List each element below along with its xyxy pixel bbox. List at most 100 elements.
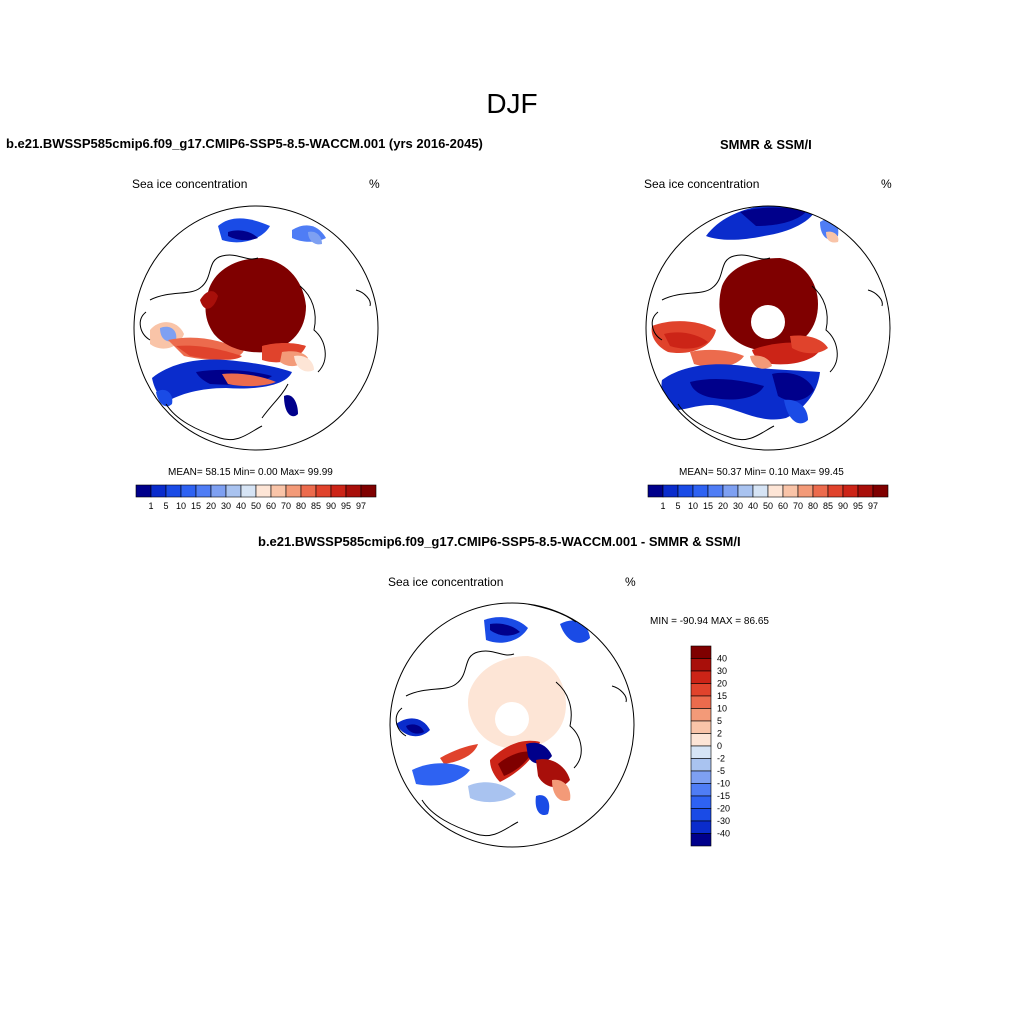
model-colorbar-swatch [210,484,227,498]
diff-colorbar-tick-label: 15 [717,691,727,701]
obs-colorbar-swatch [767,484,784,498]
model-colorbar-swatch [360,484,377,498]
obs-units-label: % [881,177,892,191]
diff-colorbar-swatch [690,720,712,734]
model-colorbar-tick-label: 30 [221,501,231,511]
diff-colorbar-swatch [690,833,712,847]
obs-colorbar-swatch [722,484,739,498]
diff-colorbar-swatch [690,808,712,822]
obs-pole-hole [751,305,785,339]
obs-colorbar-tick-label: 40 [748,501,758,511]
obs-colorbar-swatch [707,484,724,498]
model-colorbar-tick-label: 60 [266,501,276,511]
obs-colorbar-tick-label: 30 [733,501,743,511]
diff-colorbar-swatch [690,695,712,709]
diff-colorbar-swatch [690,758,712,772]
model-stats: MEAN= 58.15 Min= 0.00 Max= 99.99 [168,467,333,478]
diff-colorbar-tick-label: 5 [717,716,722,726]
diff-colorbar-tick-label: 10 [717,704,727,714]
obs-colorbar-tick-label: 50 [763,501,773,511]
obs-colorbar-swatch [692,484,709,498]
obs-colorbar-swatch [842,484,859,498]
obs-colorbar: 1 5 10 15 20 30 40 50 60 70 80 85 90 95 97 [647,484,889,511]
obs-variable-label: Sea ice concentration [644,177,760,191]
diff-colorbar-swatch [690,733,712,747]
diff-colorbar-tick-label: -5 [717,766,725,776]
diff-colorbar-swatch [690,745,712,759]
model-colorbar-swatch [240,484,257,498]
obs-colorbar-swatch [662,484,679,498]
model-variable-label: Sea ice concentration [132,177,248,191]
obs-colorbar-swatch [677,484,694,498]
diff-colorbar-swatch [690,670,712,684]
model-colorbar-tick-label: 20 [206,501,216,511]
diff-map [389,602,635,848]
obs-colorbar-tick-label: 1 [660,501,665,511]
model-colorbar-swatch [180,484,197,498]
obs-stats: MEAN= 50.37 Min= 0.10 Max= 99.45 [679,467,844,478]
model-colorbar-swatch [330,484,347,498]
obs-colorbar-tick-label: 10 [688,501,698,511]
model-colorbar-swatch [270,484,287,498]
model-units-label: % [369,177,380,191]
obs-colorbar-swatch [752,484,769,498]
model-colorbar-swatch [315,484,332,498]
diff-colorbar-swatch [690,795,712,809]
obs-colorbar-swatch [857,484,874,498]
obs-colorbar-tick-label: 85 [823,501,833,511]
obs-colorbar-swatch [827,484,844,498]
diff-colorbar-tick-label: -15 [717,791,730,801]
obs-colorbar-tick-label: 80 [808,501,818,511]
model-colorbar-tick-label: 15 [191,501,201,511]
model-colorbar-swatch [255,484,272,498]
model-colorbar-tick-label: 70 [281,501,291,511]
diff-colorbar-swatch [690,708,712,722]
diff-stats: MIN = -90.94 MAX = 86.65 [650,616,769,627]
obs-colorbar-swatch [737,484,754,498]
model-colorbar-swatch [150,484,167,498]
diff-colorbar-tick-label: -40 [717,829,730,839]
obs-colorbar-tick-label: 95 [853,501,863,511]
model-colorbar-tick-label: 50 [251,501,261,511]
model-panel-header: b.e21.BWSSP585cmip6.f09_g17.CMIP6-SSP5-8… [6,136,483,151]
model-map [133,205,379,451]
diff-colorbar-swatch [690,658,712,672]
model-colorbar-tick-label: 95 [341,501,351,511]
model-colorbar: 1 5 10 15 20 30 40 50 60 70 80 85 90 95 97 [135,484,377,511]
diff-colorbar-tick-label: 40 [717,654,727,664]
diff-colorbar-swatch [690,645,712,659]
obs-ice-field [651,206,839,424]
diff-panel-header: b.e21.BWSSP585cmip6.f09_g17.CMIP6-SSP5-8… [258,534,741,549]
obs-colorbar-swatch [797,484,814,498]
model-colorbar-swatch [345,484,362,498]
model-ice-field [150,218,326,417]
diff-colorbar-swatch [690,683,712,697]
obs-colorbar-tick-label: 97 [868,501,878,511]
diff-colorbar-swatch [690,770,712,784]
diff-colorbar-tick-label: -10 [717,779,730,789]
model-colorbar-tick-label: 10 [176,501,186,511]
diff-colorbar-tick-label: 20 [717,679,727,689]
model-colorbar-swatch [285,484,302,498]
diff-colorbar-tick-label: -2 [717,754,725,764]
diff-colorbar-tick-label: -20 [717,804,730,814]
obs-colorbar-tick-label: 20 [718,501,728,511]
diff-colorbar-tick-label: 0 [717,741,722,751]
diff-colorbar-tick-label: -30 [717,816,730,826]
diff-units-label: % [625,575,636,589]
model-colorbar-swatch [225,484,242,498]
obs-colorbar-tick-label: 15 [703,501,713,511]
figure-title: DJF [486,88,538,119]
obs-colorbar-swatch [872,484,889,498]
model-colorbar-tick-label: 40 [236,501,246,511]
obs-colorbar-tick-label: 70 [793,501,803,511]
model-colorbar-tick-label: 97 [356,501,366,511]
obs-colorbar-tick-label: 5 [675,501,680,511]
model-colorbar-swatch [135,484,152,498]
model-colorbar-tick-label: 5 [163,501,168,511]
diff-colorbar-tick-label: 2 [717,729,722,739]
diff-colorbar-swatch [690,820,712,834]
model-colorbar-tick-label: 80 [296,501,306,511]
